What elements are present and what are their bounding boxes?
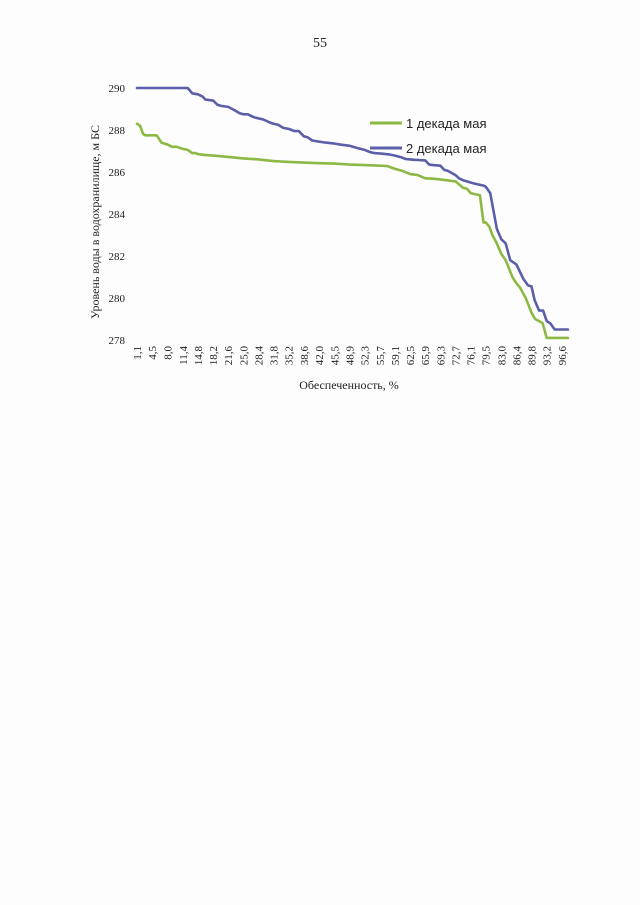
x-tick-label: 11,4: [178, 346, 190, 365]
x-tick-label: 45,5: [329, 346, 341, 366]
x-tick-label: 62,5: [405, 346, 417, 366]
y-tick-label: 278: [109, 335, 126, 347]
x-tick-label: 1,1: [132, 346, 144, 360]
x-tick-label: 96,6: [557, 346, 569, 366]
x-tick-label: 69,3: [435, 346, 447, 366]
x-tick-label: 55,7: [375, 346, 387, 366]
legend-label-2: 2 декада мая: [406, 141, 487, 156]
y-axis-title: Уровень воды в водохранилище, м БС: [88, 125, 102, 319]
chart-legend: 1 декада мая 2 декада мая: [370, 116, 487, 156]
x-axis-title: Обеспеченность, %: [299, 378, 399, 392]
y-tick-label: 290: [109, 83, 126, 95]
x-tick-label: 4,5: [147, 346, 159, 360]
x-tick-label: 35,2: [284, 346, 296, 365]
x-tick-label: 42,0: [314, 346, 326, 366]
x-tick-label: 72,7: [450, 346, 462, 366]
series-line-2: [135, 86, 570, 331]
y-tick-labels: 278 280 282 284 286 288 290: [109, 83, 126, 347]
x-tick-label: 25,0: [238, 346, 250, 366]
x-tick-label: 65,9: [420, 346, 432, 366]
y-tick-label: 286: [109, 167, 126, 179]
series-line-1: [135, 122, 570, 340]
x-tick-label: 14,8: [193, 346, 205, 366]
x-tick-labels: 1,1 4,5 8,0 11,4 14,8 18,2 21,6 25,0 28,4 31,8 35,…: [132, 346, 569, 366]
x-tick-label: 83,0: [496, 346, 508, 366]
x-tick-label: 76,1: [466, 346, 478, 365]
series-lines: [135, 86, 570, 340]
x-tick-label: 89,8: [527, 346, 539, 366]
page-number: 55: [313, 36, 327, 51]
x-tick-label: 86,4: [511, 346, 523, 366]
y-tick-label: 280: [109, 293, 126, 305]
x-tick-label: 52,3: [360, 346, 372, 366]
x-tick-label: 18,2: [208, 346, 220, 365]
x-tick-label: 21,6: [223, 346, 235, 366]
y-tick-label: 284: [109, 209, 126, 221]
x-tick-label: 48,9: [345, 346, 357, 366]
x-tick-label: 31,8: [269, 346, 281, 366]
x-tick-label: 8,0: [163, 346, 175, 360]
x-tick-label: 93,2: [542, 346, 554, 365]
x-tick-label: 59,1: [390, 346, 402, 365]
legend-label-1: 1 декада мая: [406, 116, 487, 131]
y-tick-label: 288: [109, 125, 126, 137]
x-tick-label: 38,6: [299, 346, 311, 366]
x-tick-label: 79,5: [481, 346, 493, 366]
y-tick-label: 282: [109, 251, 126, 263]
x-tick-label: 28,4: [253, 346, 265, 366]
